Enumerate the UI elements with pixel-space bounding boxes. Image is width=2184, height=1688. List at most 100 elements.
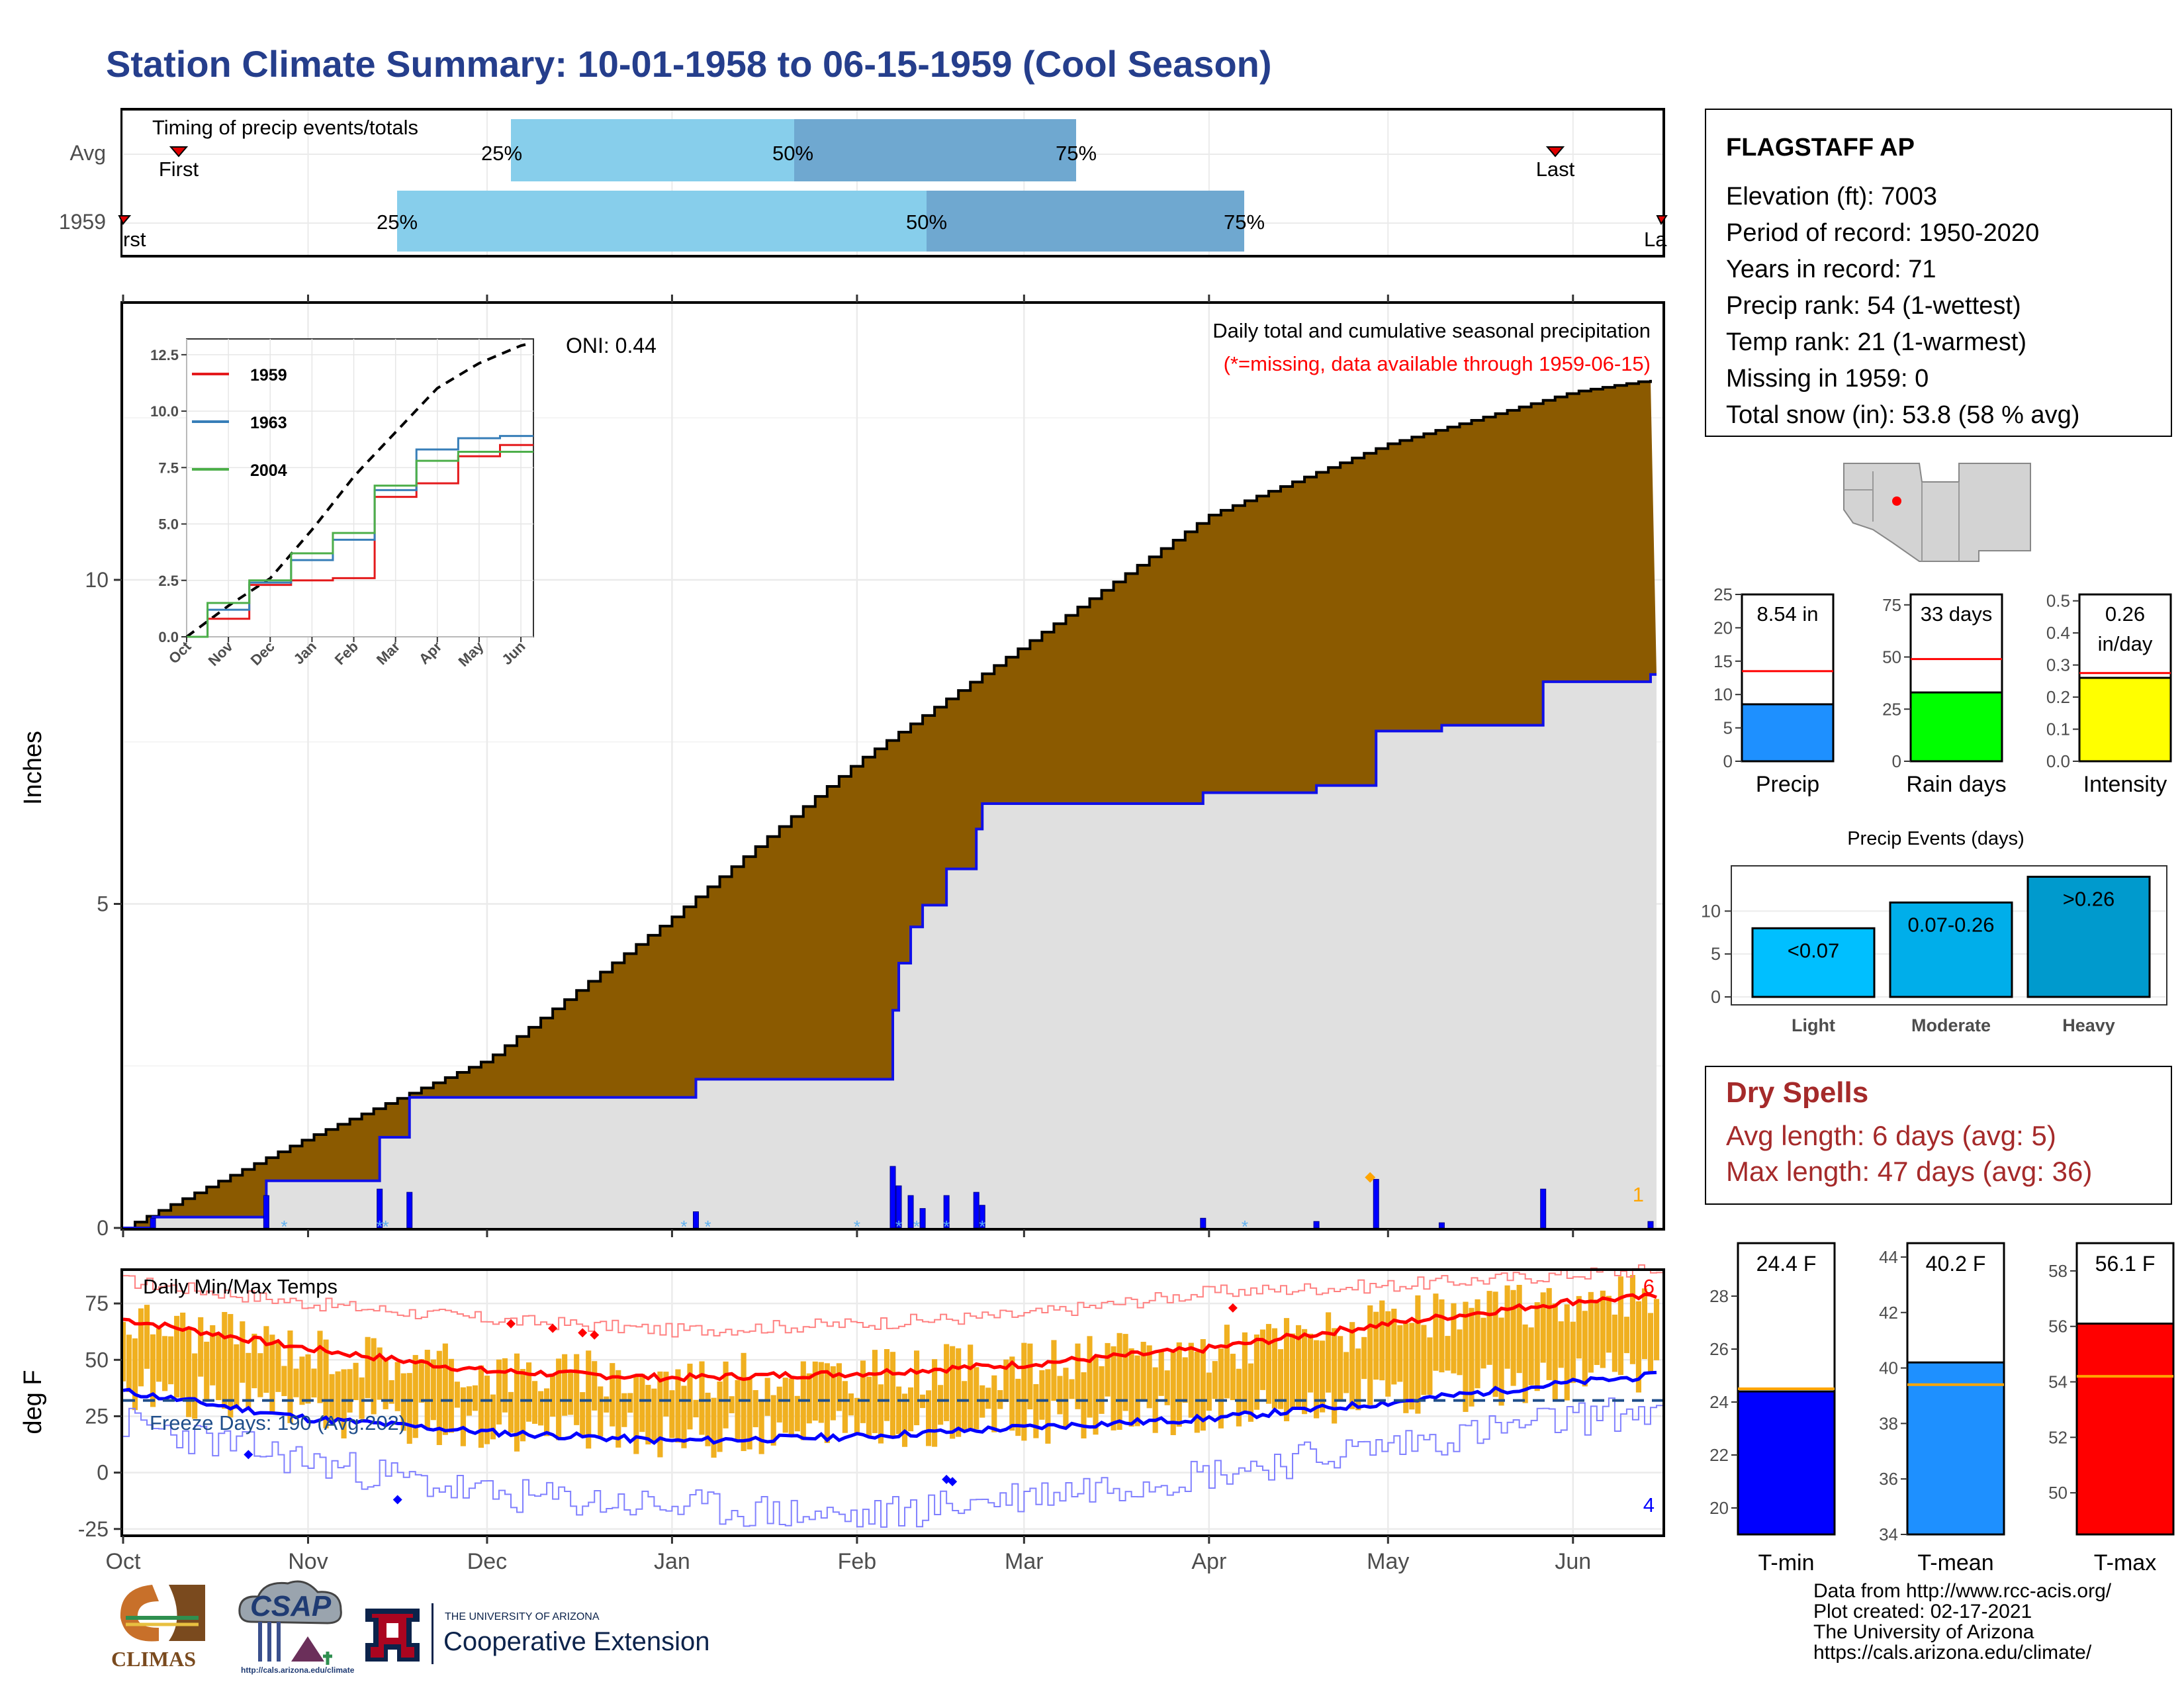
month-tick-Mar: Mar xyxy=(1005,1549,1044,1574)
daily-temp-bar xyxy=(729,1396,735,1413)
temp-y-ticks: -25 0 25 50 75 xyxy=(78,1291,122,1541)
daily-temp-bar xyxy=(741,1352,747,1452)
daily-temp-bar xyxy=(311,1368,317,1398)
daily-temp-bar xyxy=(1332,1328,1338,1424)
temp-summary-tick: 58 xyxy=(2048,1261,2068,1281)
temp-summary-value: 56.1 F xyxy=(2095,1252,2156,1276)
daily-temp-bar xyxy=(693,1399,699,1418)
precip-frame xyxy=(120,301,1665,1231)
daily-temp-bar xyxy=(1259,1329,1266,1390)
events-range-label: <0.07 xyxy=(1788,939,1839,962)
daily-temp-bar xyxy=(1528,1327,1534,1385)
daily-temp-bar xyxy=(1206,1372,1212,1411)
daily-temp-bar xyxy=(1236,1368,1242,1427)
daily-temp-bar xyxy=(180,1312,186,1399)
daily-precip-bar xyxy=(1438,1222,1445,1229)
station-name: FLAGSTAFF AP xyxy=(1726,134,1915,162)
inset-y-tick: 7.5 xyxy=(158,459,179,476)
daily-temp-bar xyxy=(913,1350,920,1426)
daily-temp-bar xyxy=(1606,1295,1612,1353)
daily-precip-bar xyxy=(1647,1221,1654,1229)
daily-temp-bar xyxy=(186,1327,192,1417)
daily-temp-bar xyxy=(472,1385,478,1411)
daily-temp-bar xyxy=(269,1335,275,1413)
daily-temp-bar xyxy=(1045,1369,1051,1444)
daily-temp-bar xyxy=(1164,1370,1170,1405)
temp-y-tick: 25 xyxy=(85,1404,109,1428)
timing-1959-50-75-bar xyxy=(927,191,1244,252)
temp-range-bars xyxy=(120,1275,1660,1458)
record-min-line xyxy=(123,1397,1662,1528)
mini-value-unit: in/day xyxy=(2098,632,2153,655)
daily-temp-bar xyxy=(1295,1325,1302,1409)
daily-temp-bar xyxy=(806,1373,812,1424)
daily-temp-bar xyxy=(669,1390,675,1438)
record-max-line xyxy=(123,1264,1662,1338)
timing-avg-last-label: Last xyxy=(1536,158,1575,181)
daily-temp-bar xyxy=(1409,1323,1415,1410)
daily-temp-bar xyxy=(1391,1309,1397,1385)
daily-temp-bar xyxy=(1647,1313,1654,1372)
daily-temp-bar xyxy=(1146,1345,1152,1409)
mini-tick: 25 xyxy=(1713,585,1733,604)
station-years: Years in record: 71 xyxy=(1726,256,1936,283)
daily-temp-bar xyxy=(1194,1351,1200,1433)
daily-temp-bar xyxy=(812,1361,818,1421)
snow-marker: * xyxy=(377,1217,383,1237)
temp-y-label: deg F xyxy=(19,1370,47,1434)
daily-temp-bar xyxy=(496,1359,502,1425)
station-precip-rank: Precip rank: 54 (1-wettest) xyxy=(1726,292,2021,320)
mini-value: 8.54 in xyxy=(1756,602,1818,626)
csap-logo-url: http://cals.arizona.edu/climate xyxy=(241,1665,355,1675)
daily-precip-bar xyxy=(263,1195,269,1229)
daily-temp-bar xyxy=(383,1360,388,1409)
daily-temp-bar xyxy=(347,1369,353,1413)
snow-marker: * xyxy=(913,1217,920,1237)
daily-precip-bar xyxy=(1200,1217,1206,1229)
daily-temp-bar xyxy=(1361,1336,1367,1380)
temp-summary-tick: 56 xyxy=(2048,1317,2068,1336)
precip-y-tick: 5 xyxy=(97,892,109,915)
daily-temp-bar xyxy=(1564,1304,1570,1401)
daily-temp-bar xyxy=(884,1349,890,1421)
daily-temp-bar xyxy=(240,1321,246,1383)
daily-temp-bar xyxy=(1498,1317,1504,1406)
daily-temp-bar xyxy=(895,1386,902,1434)
ua-extension-logo: THE UNIVERSITY OF ARIZONA Cooperative Ex… xyxy=(363,1602,740,1668)
mini-label: Precip xyxy=(1756,772,1819,797)
daily-temp-bar xyxy=(168,1336,174,1385)
daily-temp-bar xyxy=(400,1373,406,1431)
daily-temp-bar xyxy=(1271,1328,1278,1409)
mini-chart-Rain days: 33 days 0 25 50 75 Rain days xyxy=(1882,593,2007,797)
mini-bar xyxy=(2078,677,2172,763)
daily-temp-bar xyxy=(1122,1334,1128,1411)
legend-2004-label: 2004 xyxy=(250,461,287,480)
daily-temp-bar xyxy=(1403,1323,1409,1413)
timing-row-1959: 1959 xyxy=(59,210,106,234)
daily-temp-bar xyxy=(1021,1342,1027,1441)
inset-frame xyxy=(186,338,534,637)
daily-temp-bar xyxy=(872,1350,878,1433)
daily-temp-bar xyxy=(782,1378,788,1433)
daily-temp-bar xyxy=(525,1362,532,1422)
daily-temp-bar xyxy=(126,1335,132,1392)
inset-series-1963 xyxy=(187,435,533,638)
daily-temp-bar xyxy=(878,1384,884,1444)
avg-cumulative-line xyxy=(123,379,1652,1229)
legend-1959-label: 1959 xyxy=(250,366,287,385)
daily-temp-bar xyxy=(132,1338,138,1411)
daily-temp-bar xyxy=(663,1372,669,1417)
ua-a-mark xyxy=(365,1609,420,1662)
daily-temp-bar xyxy=(1641,1288,1648,1360)
daily-temp-bar xyxy=(1265,1324,1272,1404)
precip-y-tick: 0 xyxy=(97,1216,109,1240)
mini-tick: 0.2 xyxy=(2046,687,2070,707)
daily-precip-bar xyxy=(150,1217,156,1229)
daily-temp-bar xyxy=(717,1381,723,1452)
daily-temp-bar xyxy=(1480,1317,1486,1369)
daily-temp-bar xyxy=(359,1377,365,1419)
timing-title: Timing of precip events/totals xyxy=(152,116,418,139)
inset-y-tick: 12.5 xyxy=(150,347,179,363)
daily-temp-bar xyxy=(1027,1343,1033,1410)
